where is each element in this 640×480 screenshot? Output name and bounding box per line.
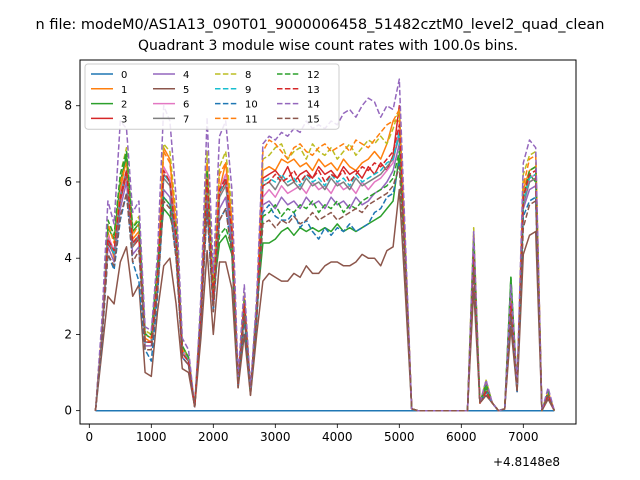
x-tick-label: 2000 (198, 430, 229, 444)
plot-area: 0 1000 2000 3000 4000 5000 6000 7000 0 2 4 6 8 (64, 59, 577, 444)
axes-frame (79, 59, 577, 425)
y-tick-label: 8 (64, 99, 72, 113)
y-tick-label: 6 (64, 175, 72, 189)
legend-label-3: 3 (121, 114, 127, 125)
x-axis-offset-label: +4.8148e8 (493, 455, 560, 469)
x-tick-label: 4000 (322, 430, 353, 444)
x-tick-label: 7000 (508, 430, 539, 444)
x-tick-label: 3000 (260, 430, 291, 444)
x-tick-label: 1000 (136, 430, 167, 444)
series-lines (94, 78, 556, 412)
x-tick-label: 0 (85, 430, 93, 444)
figure-suptitle: n file: modeM0/AS1A13_090T01_9000006458_… (36, 17, 605, 33)
legend-label-12: 12 (307, 70, 320, 81)
series-line-13 (94, 124, 555, 412)
series-line-15 (94, 165, 555, 412)
x-axis-ticks: 0 1000 2000 3000 4000 5000 6000 7000 (85, 424, 539, 444)
legend-label-11: 11 (245, 114, 258, 125)
y-tick-label: 2 (64, 327, 72, 341)
chart-title: Quadrant 3 module wise count rates with … (138, 38, 518, 54)
legend-box (84, 63, 340, 130)
y-tick-label: 0 (64, 404, 72, 418)
x-tick-label: 6000 (446, 430, 477, 444)
legend-label-6: 6 (183, 100, 189, 111)
y-axis-ticks: 0 2 4 6 8 (64, 99, 80, 418)
x-tick-label: 5000 (384, 430, 415, 444)
legend-label-15: 15 (307, 114, 320, 125)
legend-label-5: 5 (183, 85, 189, 96)
legend-label-8: 8 (245, 70, 251, 81)
legend-label-14: 14 (307, 100, 320, 111)
legend-label-7: 7 (183, 114, 189, 125)
series-line-8 (94, 108, 556, 412)
legend-label-10: 10 (245, 100, 258, 111)
legend-label-0: 0 (121, 70, 127, 81)
legend-label-13: 13 (307, 85, 320, 96)
legend-label-9: 9 (245, 85, 251, 96)
legend-label-4: 4 (183, 70, 189, 81)
legend-label-2: 2 (121, 100, 127, 111)
legend-label-1: 1 (121, 85, 127, 96)
y-tick-label: 4 (64, 251, 72, 265)
